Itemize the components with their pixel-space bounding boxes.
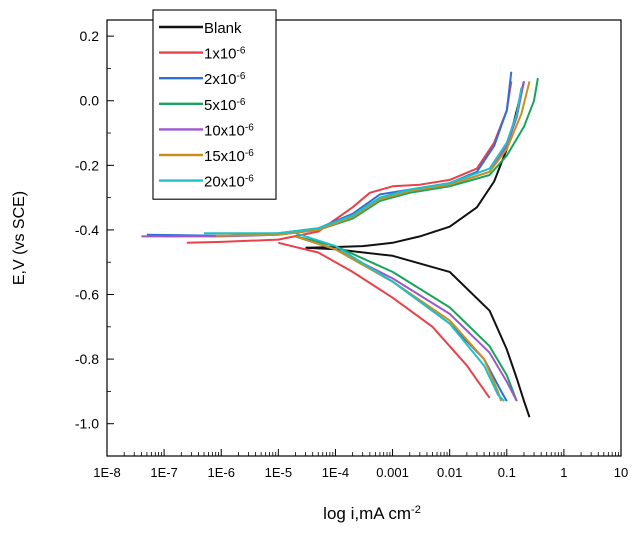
y-tick-label: 0.2 bbox=[80, 28, 100, 44]
x-axis-ticks: 1E-8 1E-7 1E-6 1E-5 1E-4 0.001 0.01 0.1 1 10 bbox=[93, 449, 628, 480]
legend-label-text: 20x10 bbox=[204, 174, 245, 191]
series-cathodic-line bbox=[295, 235, 503, 402]
legend-label: 1x10-6 bbox=[204, 45, 246, 63]
x-tick-label: 10 bbox=[614, 465, 628, 480]
legend-label: 5x10-6 bbox=[204, 96, 246, 114]
x-tick-label: 1E-5 bbox=[265, 465, 292, 480]
legend-item: 10x10-6 bbox=[159, 122, 254, 140]
legend-items: Blank1x10-62x10-65x10-610x10-615x10-620x… bbox=[159, 20, 254, 191]
series-1 bbox=[186, 81, 513, 399]
legend-label-text: 5x10 bbox=[204, 97, 237, 114]
legend-item: 1x10-6 bbox=[159, 45, 246, 63]
series-cathodic-line bbox=[295, 232, 505, 402]
legend-label-sup: -6 bbox=[245, 173, 254, 184]
legend-label-text: 10x10 bbox=[204, 122, 245, 139]
x-tick-label: 1E-8 bbox=[93, 465, 120, 480]
x-tick-label: 0.1 bbox=[498, 465, 516, 480]
y-axis-ticks: 0.2 0.0 -0.2 -0.4 -0.6 -0.8 -1.0 bbox=[75, 28, 114, 457]
x-tick-label: 0.01 bbox=[437, 465, 462, 480]
legend-item: 15x10-6 bbox=[159, 148, 254, 166]
y-tick-label: 0.0 bbox=[80, 93, 100, 109]
y-tick-label: -0.2 bbox=[75, 157, 99, 173]
legend: Blank1x10-62x10-65x10-610x10-615x10-620x… bbox=[152, 9, 277, 200]
legend-label: 2x10-6 bbox=[204, 71, 246, 89]
legend-item: 5x10-6 bbox=[159, 96, 246, 114]
legend-label: 20x10-6 bbox=[204, 173, 254, 191]
series-anodic-line bbox=[204, 87, 523, 235]
legend-label-sup: -6 bbox=[245, 122, 254, 133]
x-axis-title-sup: -2 bbox=[411, 504, 421, 516]
x-tick-label: 1E-7 bbox=[150, 465, 177, 480]
legend-item: 20x10-6 bbox=[159, 173, 254, 191]
x-tick-label: 1E-4 bbox=[322, 465, 349, 480]
legend-label-sup: -6 bbox=[237, 71, 246, 82]
legend-label-text: 15x10 bbox=[204, 148, 245, 165]
series-5 bbox=[215, 81, 531, 402]
x-axis-title-text: log i,mA cm bbox=[323, 504, 411, 523]
legend-item: 2x10-6 bbox=[159, 71, 246, 89]
legend-label: 10x10-6 bbox=[204, 122, 254, 140]
legend-box bbox=[152, 9, 277, 200]
legend-label: Blank bbox=[204, 20, 242, 37]
y-tick-label: -0.6 bbox=[75, 287, 99, 303]
legend-label-text: 2x10 bbox=[204, 71, 237, 88]
x-tick-label: 1 bbox=[560, 465, 567, 480]
y-axis-title: E,V (vs SCE) bbox=[11, 191, 28, 285]
series-lines bbox=[141, 71, 539, 418]
legend-label-sup: -6 bbox=[245, 148, 254, 159]
series-cathodic-line bbox=[278, 241, 491, 399]
y-tick-label: -1.0 bbox=[75, 416, 99, 432]
y-tick-label: -0.8 bbox=[75, 351, 99, 367]
legend-label-text: Blank bbox=[204, 20, 242, 37]
legend-label: 15x10-6 bbox=[204, 148, 254, 166]
plot-frame bbox=[106, 19, 622, 457]
x-tick-label: 0.001 bbox=[376, 465, 409, 480]
series-anodic-line bbox=[186, 81, 513, 244]
legend-label-sup: -6 bbox=[237, 45, 246, 56]
x-axis-title: log i,mA cm-2 bbox=[323, 504, 421, 523]
legend-label-text: 1x10 bbox=[204, 46, 237, 63]
legend-label-sup: -6 bbox=[237, 96, 246, 107]
series-anodic-line bbox=[215, 81, 531, 237]
y-tick-label: -0.4 bbox=[75, 222, 99, 238]
plot-area: 1E-8 1E-7 1E-6 1E-5 1E-4 0.001 0.01 0.1 1 10 0.20… bbox=[75, 19, 628, 480]
x-tick-label: 1E-6 bbox=[207, 465, 234, 480]
series-6 bbox=[204, 87, 523, 402]
legend-item: Blank bbox=[159, 20, 242, 37]
series-cathodic-line bbox=[305, 246, 531, 418]
